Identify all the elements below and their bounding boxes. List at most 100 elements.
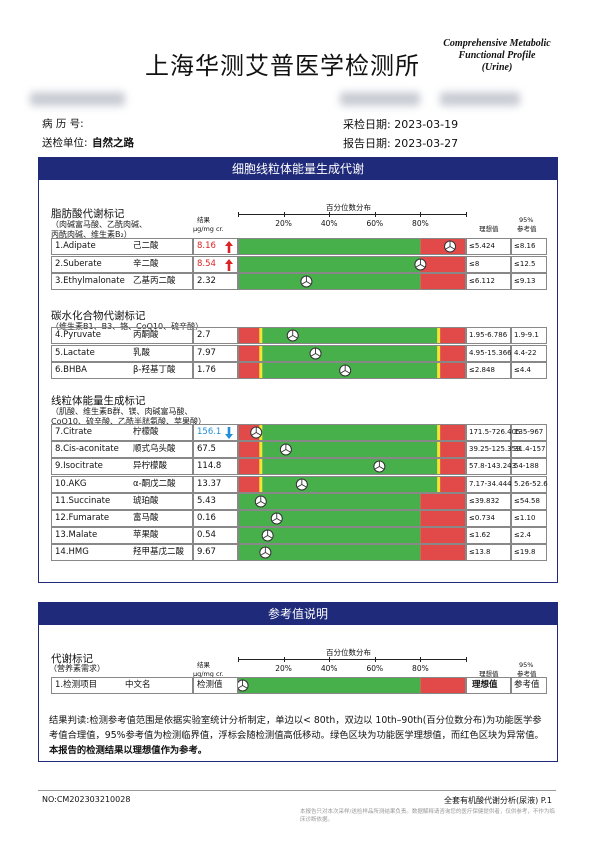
legend-group-sub: （营养素需求） — [49, 664, 105, 673]
ref-cell — [511, 441, 547, 459]
ref-cell — [511, 475, 547, 493]
marker-spoke — [374, 466, 380, 471]
yellow-edge — [259, 442, 263, 458]
green-zone — [260, 425, 439, 440]
row: 9.Isocitrate 异柠檬酸 114.8 57.8-143.243 54-188 — [51, 458, 547, 476]
ref: ≤9.13 — [514, 277, 536, 286]
ref-cell — [511, 492, 547, 510]
group-subtitle: （肌酸、维生素B群、镁、肉碱富马酸、 — [51, 407, 193, 416]
legend-title: 参考值说明 — [39, 603, 557, 625]
axis-tick — [283, 212, 285, 217]
ref: ≤12.5 — [514, 259, 536, 268]
bar-border — [238, 458, 466, 476]
ideal: 4.95-15.366 — [469, 348, 512, 357]
percentile-bar — [238, 441, 466, 459]
bar-border — [238, 327, 466, 344]
green-zone — [238, 274, 421, 290]
name-cell — [51, 544, 193, 562]
bar-border — [238, 238, 466, 255]
red-zone — [420, 239, 466, 254]
ref: 1.9-9.1 — [514, 331, 539, 339]
row: 11.Succinate 琥珀酸 5.43 ≤39.832 ≤54.58 — [51, 492, 547, 510]
name: 7.Citrate — [55, 427, 93, 437]
yellow-edge — [437, 363, 441, 379]
red-zone — [238, 459, 261, 475]
value: 2023-03-27 — [394, 137, 459, 150]
name-cell — [51, 273, 193, 291]
axis-tick — [466, 657, 467, 662]
arrow — [225, 427, 233, 439]
percentile-bar — [238, 492, 466, 510]
name-cell — [51, 475, 193, 493]
ref-head: 参考值 — [517, 225, 537, 233]
bar-border — [238, 441, 466, 459]
ideal-cell — [466, 441, 511, 459]
green-zone — [260, 459, 439, 475]
cn: 丙酮酸 — [133, 330, 159, 340]
percentile-bar — [238, 238, 466, 255]
section-title: 细胞线粒体能量生成代谢 — [39, 158, 557, 180]
row: 1.检测项目 中文名 检测值 理想值 参考值 — [51, 677, 547, 694]
row: 4.Pyruvate 丙酮酸 2.7 1.95-6.786 1.9-9.1 — [51, 327, 547, 344]
ref: ≤8.16 — [514, 242, 536, 250]
red-zone — [238, 363, 261, 379]
ideal-cell — [466, 544, 511, 562]
marker-spoke — [255, 500, 262, 505]
distribution-head: 百分位数分布 — [326, 203, 371, 212]
note-bold: 本报告的检测结果以理想值作为参考。 — [49, 745, 208, 756]
flag-arrow — [225, 258, 233, 271]
row: 3.Ethylmalonate 乙基丙二酸 2.32 ≤6.112 ≤9.13 — [51, 273, 547, 291]
marker-spoke — [301, 281, 307, 285]
ideal: ≤5.424 — [469, 242, 495, 250]
name-cell — [51, 255, 193, 273]
row: 5.Lactate 乳酸 7.97 4.95-15.366 4.4-22 — [51, 344, 547, 362]
ideal-head: 理想值 — [479, 670, 499, 678]
marker-spoke — [280, 449, 287, 453]
title: 上海华测艾普医学检测所 — [145, 52, 420, 80]
cn: 顺式乌头酸 — [133, 444, 176, 455]
row: 6.BHBA β-羟基丁酸 1.76 ≤2.848 ≤4.4 — [51, 362, 547, 380]
name: 4.Pyruvate — [55, 330, 101, 340]
value: 2023-03-19 — [394, 118, 459, 131]
label: 报告日期: — [343, 137, 391, 150]
red-zone — [420, 256, 466, 272]
red-zone — [438, 328, 466, 343]
yellow-edge — [259, 345, 263, 361]
green-zone — [260, 328, 439, 343]
green-zone — [238, 528, 421, 544]
marker — [261, 529, 274, 542]
cn: β-羟基丁酸 — [133, 365, 176, 376]
arrow — [225, 241, 233, 253]
yellow-edge — [437, 328, 441, 343]
value-cell — [193, 527, 238, 545]
red-zone — [438, 345, 466, 361]
name: 14.HMG — [55, 547, 89, 558]
tick-label: 20% — [275, 219, 292, 228]
tick-label: 40% — [320, 664, 338, 673]
value-cell — [193, 344, 238, 362]
cn: 琥珀酸 — [133, 495, 159, 506]
unit-head: µg/mg cr. — [193, 225, 224, 233]
value-cell — [193, 544, 238, 562]
ref: ≤54.58 — [514, 496, 540, 505]
percentile-bar — [238, 527, 466, 545]
ideal-cell — [466, 424, 511, 441]
ref: 135-967 — [514, 428, 544, 436]
marker-spoke — [238, 685, 243, 689]
marker-spoke — [445, 246, 451, 250]
marker-spoke — [256, 432, 262, 436]
name-cell — [51, 238, 193, 255]
sample-date: 采检日期: 2023-03-19 — [343, 116, 458, 132]
ref-head: 参考值 — [517, 670, 537, 678]
name-cell — [51, 677, 193, 694]
axis — [238, 214, 466, 215]
ideal-cell — [466, 362, 511, 380]
red-zone — [438, 459, 466, 475]
ref-cell — [511, 273, 547, 291]
yellow-edge — [437, 459, 441, 475]
marker-spoke — [344, 370, 351, 374]
marker-spoke — [271, 518, 277, 522]
percentile-bar — [238, 255, 466, 273]
marker — [373, 460, 386, 473]
row: 8.Cis-aconitate 顺式乌头酸 67.5 39.25-125.359 31.… — [51, 441, 547, 459]
